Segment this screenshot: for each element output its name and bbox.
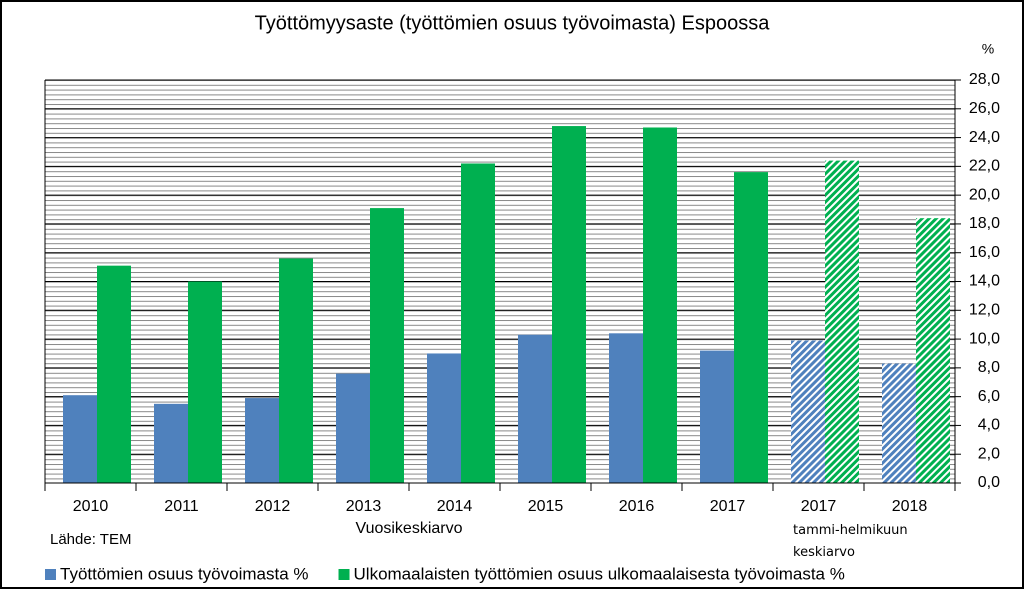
y-tick-label: 2,0	[978, 445, 1000, 462]
bar	[63, 395, 97, 483]
category-group-label: Vuosikeskiarvo	[355, 520, 463, 537]
bar	[609, 333, 643, 483]
bar	[916, 218, 950, 483]
y-tick-label: 20,0	[969, 186, 1000, 203]
x-tick-label: 2013	[346, 498, 382, 515]
bar	[188, 281, 222, 483]
bar	[552, 126, 586, 484]
legend-swatch	[45, 569, 56, 580]
x-tick-label: 2011	[164, 498, 199, 515]
bar	[700, 350, 734, 483]
category-group-label: tammi-helmikuun keskiarvo	[793, 523, 908, 560]
y-tick-label: 6,0	[978, 388, 1000, 405]
x-tick-label: 2012	[255, 498, 291, 515]
legend-label: Työttömien osuus työvoimasta %	[60, 564, 309, 583]
bar	[245, 398, 279, 483]
y-tick-label: 22,0	[969, 158, 1000, 175]
bar	[336, 373, 370, 483]
y-tick-label: 12,0	[969, 302, 1000, 319]
y-tick-label: 4,0	[978, 417, 1000, 434]
bar	[154, 403, 188, 483]
bar	[97, 265, 131, 483]
bar	[825, 160, 859, 483]
x-tick-label: 2010	[73, 498, 109, 515]
y-tick-label: 26,0	[969, 100, 1000, 117]
legend-swatch	[338, 569, 350, 580]
bar	[791, 340, 825, 483]
bar	[427, 353, 461, 483]
y-tick-label: 18,0	[969, 215, 1000, 232]
bar	[370, 208, 404, 483]
x-tick-label: 2015	[528, 498, 564, 515]
x-tick-label: 2014	[437, 498, 473, 515]
x-tick-label: 2017	[710, 498, 746, 515]
bar	[461, 163, 495, 483]
y-tick-label: 14,0	[969, 273, 1000, 290]
x-tick-label: 2016	[619, 498, 655, 515]
y-tick-label: 28,0	[969, 71, 1000, 88]
x-tick-label: 2017	[801, 498, 837, 515]
source: Lähde: TEM	[50, 531, 131, 548]
y-tick-label: 24,0	[969, 129, 1000, 146]
bar	[734, 172, 768, 483]
bar	[643, 127, 677, 483]
bar	[279, 258, 313, 483]
y-axis-unit: %	[982, 41, 994, 57]
y-tick-label: 16,0	[969, 244, 1000, 261]
bar	[518, 334, 552, 483]
x-tick-label: 2018	[892, 498, 928, 515]
y-tick-label: 0,0	[978, 474, 1000, 491]
y-tick-label: 10,0	[969, 330, 1000, 347]
chart-title: Työttömyysaste (työttömien osuus työvoim…	[255, 12, 771, 34]
legend-label: Ulkomaalaisten työttömien osuus ulkomaal…	[354, 564, 845, 583]
y-tick-label: 8,0	[978, 359, 1000, 376]
bar	[882, 363, 916, 483]
